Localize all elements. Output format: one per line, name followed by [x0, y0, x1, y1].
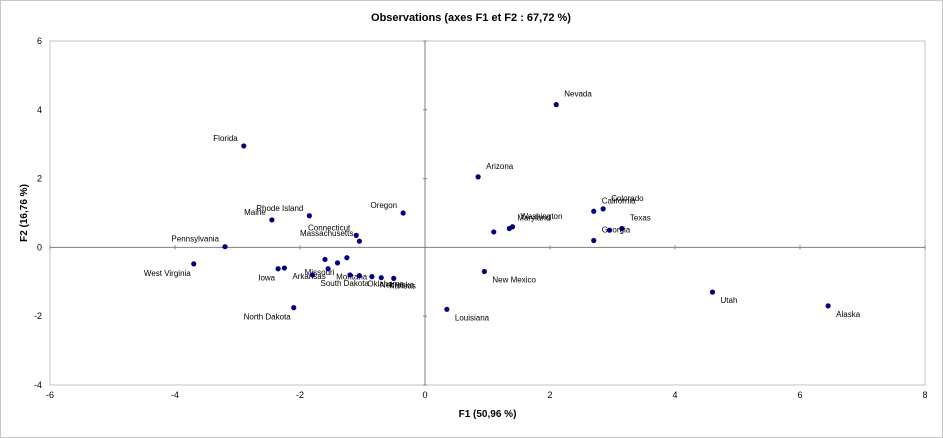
- data-point: [825, 303, 831, 309]
- data-point: [309, 272, 316, 278]
- data-point: [191, 261, 197, 267]
- point-label: Arizona: [486, 162, 514, 171]
- data-point: [275, 266, 281, 272]
- data-point: [400, 210, 406, 216]
- x-tick-label: -4: [171, 390, 179, 400]
- axes: [50, 41, 925, 385]
- ticks: -6 -4 -2 0 2 4 6 8 -4 -2 0 2 4 6: [34, 36, 928, 400]
- x-tick-label: 0: [422, 390, 427, 400]
- data-point: [553, 102, 559, 108]
- point-label: Pennsylvania: [171, 235, 219, 244]
- x-tick-label: 8: [922, 390, 927, 400]
- data-point: [481, 268, 487, 275]
- point-label: Louisiana: [455, 313, 490, 322]
- point-label: Washington: [521, 212, 563, 221]
- data-point: [391, 275, 397, 281]
- y-tick-label: -2: [34, 311, 42, 321]
- y-tick-label: -4: [34, 380, 42, 390]
- plot-area: [49, 40, 926, 386]
- data-point: [709, 289, 716, 295]
- data-point: [291, 305, 297, 311]
- point-label: Maine: [244, 208, 266, 217]
- y-tick-label: 6: [37, 36, 42, 46]
- point-label: Nevada: [564, 90, 592, 99]
- x-tick-label: -6: [46, 390, 54, 400]
- x-tick-label: 2: [547, 390, 552, 400]
- point-label: New Mexico: [492, 275, 536, 284]
- data-point: [369, 274, 375, 280]
- x-tick-label: -2: [296, 390, 304, 400]
- data-point: [222, 244, 228, 250]
- data-point: [356, 238, 362, 244]
- data-point: [322, 256, 328, 263]
- point-label: Kansas: [389, 282, 416, 291]
- data-point: [475, 174, 481, 180]
- data-point: [334, 260, 341, 266]
- point-label: Nebraska: [380, 281, 415, 290]
- point-label: Connecticut: [308, 223, 351, 232]
- data-point: [347, 272, 353, 278]
- point-label: Arkansas: [292, 272, 325, 281]
- point-label: Alaska: [836, 310, 861, 319]
- point-label: Georgia: [602, 226, 631, 235]
- data-point: [591, 237, 597, 244]
- data-point: [378, 275, 384, 281]
- data-point: [269, 217, 275, 223]
- point-label: Massachusetts: [300, 229, 353, 238]
- data-point: [591, 208, 597, 214]
- data-point: [241, 143, 247, 149]
- point-label: Florida: [213, 134, 238, 143]
- y-tick-label: 0: [37, 242, 42, 252]
- data-point: [281, 265, 287, 271]
- data-point: [619, 225, 625, 232]
- point-label: North Dakota: [244, 313, 292, 322]
- point-label: Rhode Island: [256, 204, 303, 213]
- point-label: South Dakota: [321, 279, 370, 288]
- point-label: Colorado: [611, 194, 644, 203]
- point-label: California: [602, 196, 636, 205]
- x-tick-label: 4: [672, 390, 677, 400]
- point-label: Iowa: [258, 274, 275, 283]
- data-point: [600, 206, 606, 212]
- data-point: [344, 255, 350, 261]
- point-label: Montana: [336, 273, 368, 282]
- point-label: Oklahoma: [367, 280, 404, 289]
- data-point: [506, 225, 512, 232]
- point-label: Utah: [721, 296, 738, 305]
- data-point: [606, 227, 612, 233]
- x-tick-label: 6: [797, 390, 802, 400]
- data-point: [491, 229, 497, 235]
- chart-title: Observations (axes F1 et F2 : 67,72 %): [371, 12, 571, 24]
- data-point: [353, 232, 359, 238]
- data-point: [325, 266, 331, 272]
- point-label: Oregon: [370, 201, 397, 210]
- y-axis-label: F2 (16,76 %): [19, 184, 30, 242]
- data-point: [444, 306, 450, 312]
- y-tick-label: 4: [37, 105, 42, 115]
- point-label: Missouri: [305, 268, 335, 277]
- point-label: Texas: [630, 213, 651, 222]
- point-label: West Virginia: [144, 269, 191, 278]
- y-tick-label: 2: [37, 174, 42, 184]
- data-point: [306, 213, 312, 219]
- point-label: Maryland: [517, 213, 550, 222]
- x-axis-label: F1 (50,96 %): [459, 409, 517, 420]
- data-point: [356, 273, 362, 279]
